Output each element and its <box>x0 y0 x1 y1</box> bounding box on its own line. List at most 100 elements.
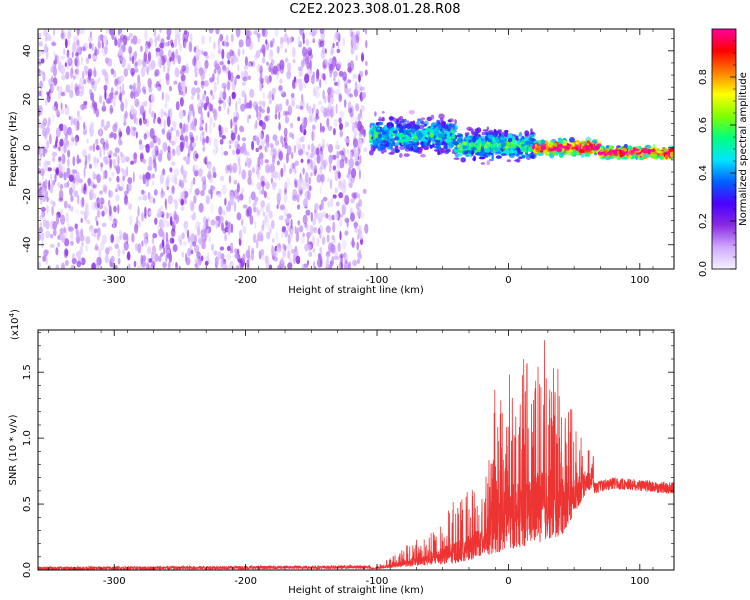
spectrogram-cell <box>274 29 279 37</box>
spectrogram-cell <box>250 250 254 261</box>
spectrogram-cell <box>219 61 224 66</box>
spectrogram-cell <box>205 218 209 230</box>
spectrogram-cell <box>240 70 244 79</box>
spectrogram-cell <box>119 92 123 103</box>
spectrogram-cell <box>664 154 669 160</box>
spectrogram-cell <box>337 39 340 50</box>
spectrogram-cell <box>254 104 259 112</box>
spectrogram-cell <box>486 126 489 131</box>
spectrogram-cell <box>413 142 418 148</box>
spectrogram-cell <box>352 122 355 127</box>
spectrogram-cell <box>270 246 275 257</box>
spectrogram-cell <box>166 185 169 191</box>
spectrogram-cell <box>530 131 535 135</box>
spectrogram-cell <box>337 242 341 252</box>
spectrogram-cell <box>251 167 256 174</box>
spectrogram-cell <box>202 92 206 101</box>
spectrogram-cell <box>185 65 190 74</box>
spectrogram-cell <box>312 248 316 253</box>
spectrogram-cell <box>268 163 274 173</box>
spectrogram-cell <box>38 226 43 233</box>
spectrogram-cell <box>608 146 613 151</box>
spectrogram-cell <box>344 204 347 214</box>
spectrogram-cell <box>125 156 130 163</box>
spectrogram-cell <box>297 179 302 190</box>
spectrogram-cell <box>210 202 214 214</box>
spectrogram-cell <box>38 167 41 175</box>
spectrogram-cell <box>599 140 602 144</box>
spectrogram-cell <box>221 48 225 60</box>
spectrogram-cell <box>242 204 248 209</box>
spectrogram-cell <box>332 194 337 199</box>
spectrogram-cell <box>142 174 146 185</box>
spectrogram-cell <box>307 189 311 201</box>
spectrogram-cell <box>149 141 154 149</box>
spectrogram-cell <box>279 36 284 46</box>
spectrogram-cell <box>226 81 231 91</box>
spectrogram-cell <box>56 85 60 91</box>
spectrogram-cell <box>230 223 234 234</box>
spectrogram-cell <box>105 142 109 149</box>
spectrogram-cell <box>240 103 246 112</box>
snr-multiplier-close: ) <box>10 309 21 313</box>
spectrogram-cell <box>229 249 234 254</box>
spectrogram-cell <box>173 80 178 85</box>
spectrogram-cell <box>315 113 319 118</box>
spectrogram-cell <box>248 30 253 36</box>
spectrogram-cell <box>273 171 279 180</box>
spectrogram-cell <box>103 205 108 215</box>
spectrogram-cell <box>75 177 79 185</box>
spectrogram-cell <box>272 181 275 186</box>
spectrogram-cell <box>81 196 85 207</box>
spectrogram-cell <box>178 90 184 96</box>
spectrogram-cell <box>85 68 88 77</box>
spectrogram-cell <box>165 221 170 228</box>
spectrogram-cell <box>373 140 378 146</box>
spectrogram-cell <box>63 144 67 154</box>
spectrogram-cell <box>145 262 149 269</box>
spectrogram-cell <box>76 260 82 268</box>
spectrogram-cell <box>301 143 306 150</box>
spectrogram-cell <box>137 74 141 83</box>
spectrogram-cell <box>395 142 400 146</box>
spectrogram-cell <box>232 121 238 127</box>
spectrogram-cell <box>178 34 181 46</box>
spectrogram-cell <box>61 225 66 231</box>
spectrogram-cell <box>246 259 250 268</box>
spectrogram-cell <box>296 227 300 234</box>
spectrogram-cell <box>118 186 123 191</box>
spectrogram-cell <box>129 84 133 90</box>
spectrogram-cell <box>270 219 275 229</box>
spectrogram-cell <box>83 65 89 71</box>
spectrogram-cell <box>392 117 397 122</box>
spectrogram-cell <box>270 163 275 174</box>
spectrogram-cell <box>327 200 331 208</box>
spectrogram-cell <box>174 213 179 224</box>
spectrogram-cell <box>88 53 92 60</box>
spectrogram-cell <box>352 259 358 267</box>
spectrogram-cell <box>361 55 365 61</box>
spectrogram-cell <box>276 45 280 54</box>
spectrogram-cell <box>80 217 83 224</box>
spectrogram-cell <box>204 59 209 69</box>
spectrogram-cell <box>298 149 303 157</box>
spectrogram-cell <box>60 91 65 97</box>
spectrogram-cell <box>563 146 570 151</box>
spectrogram-cell <box>174 134 178 144</box>
spectrogram-cell <box>83 182 87 192</box>
spectrogram-cell <box>266 140 270 148</box>
spectrogram-cell <box>481 131 486 136</box>
spectrogram-cell <box>235 148 241 155</box>
spectrogram-cell <box>69 230 74 241</box>
spectrogram-cell <box>167 40 170 47</box>
spectrogram-cell <box>362 188 367 195</box>
spectrogram-cell <box>285 152 289 164</box>
spectrogram-cell <box>171 238 175 244</box>
y-tick-label: 40 <box>22 44 33 57</box>
spectrogram-cell <box>189 103 193 112</box>
spectrogram-cell <box>68 226 72 232</box>
spectrogram-cell <box>578 148 585 154</box>
spectrogram-cell <box>176 145 181 156</box>
spectrogram-cell <box>40 211 43 218</box>
spectrogram-cell <box>80 56 83 65</box>
